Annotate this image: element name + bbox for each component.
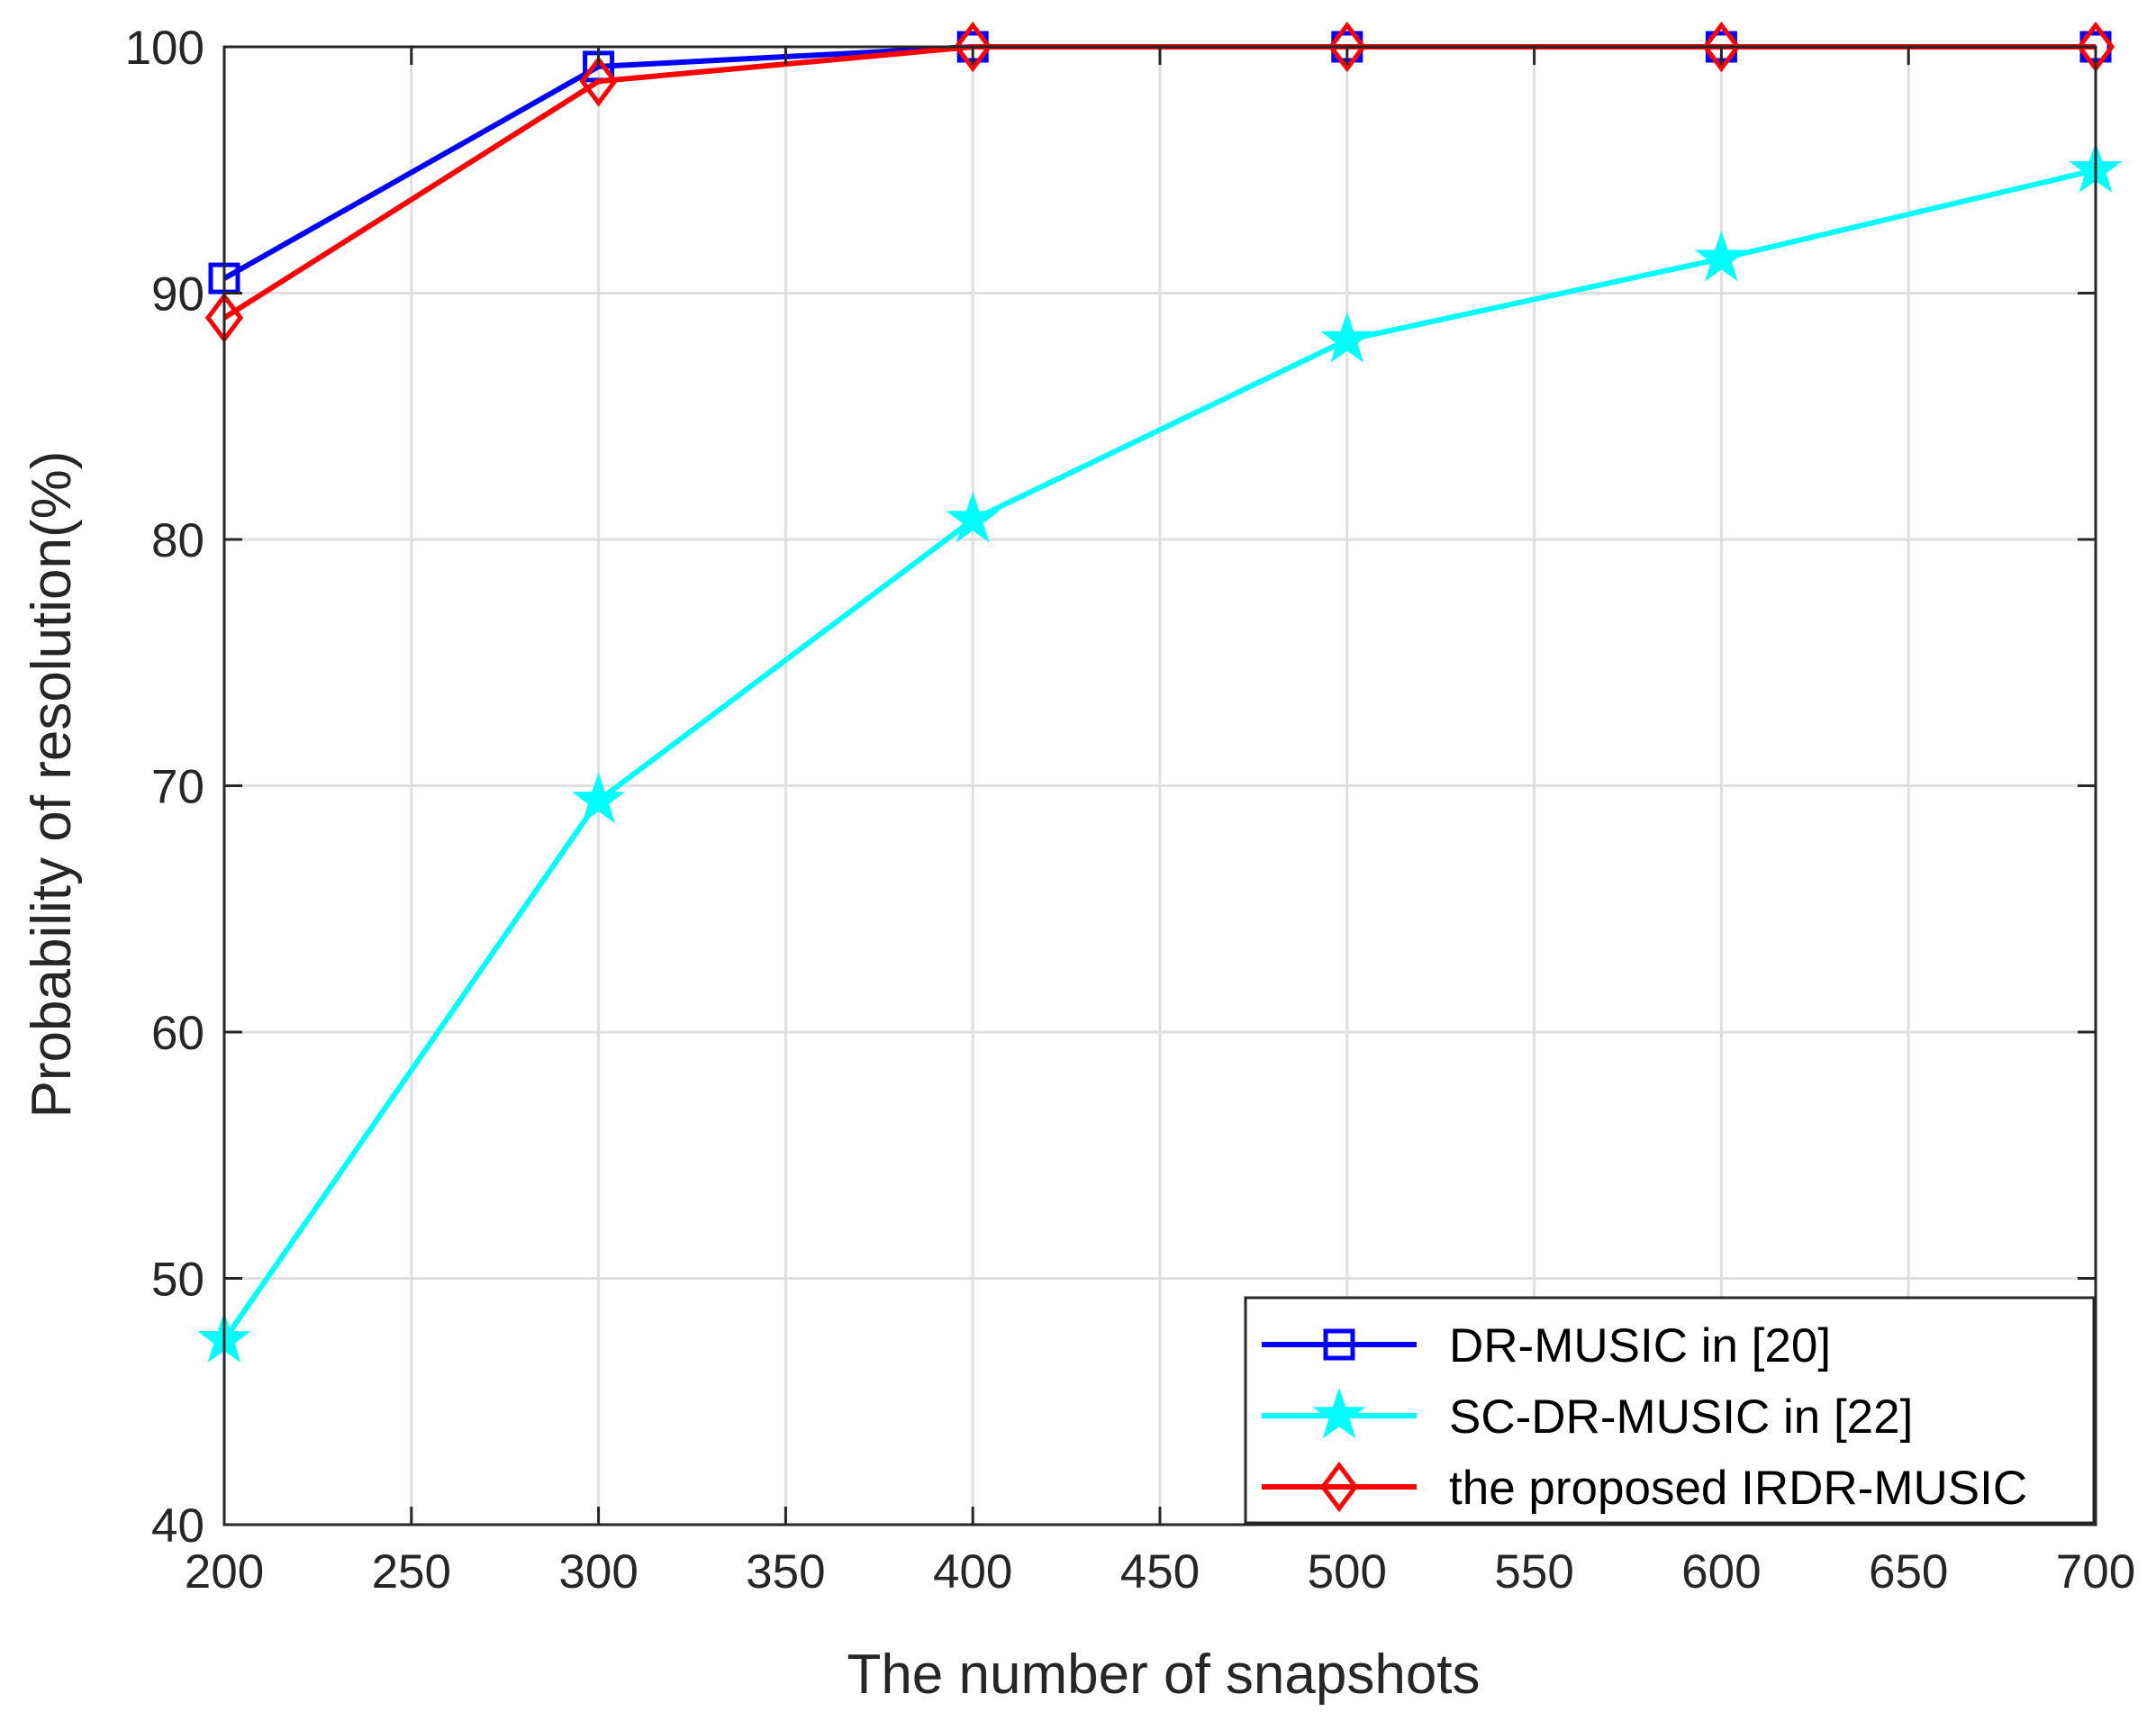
x-tick-label: 350 [746, 1545, 825, 1599]
tick-labels: 200 250 300 350 400 450 500 550 600 650 700 40 50 60 7… [125, 22, 2136, 1599]
data-point [1702, 21, 1741, 73]
x-tick-label: 200 [185, 1545, 264, 1599]
legend-marker [1323, 1328, 1355, 1361]
y-tick-label: 60 [151, 1007, 204, 1060]
y-tick-label: 50 [151, 1254, 204, 1307]
x-tick-label: 700 [2056, 1545, 2135, 1599]
data-point [1327, 21, 1366, 73]
x-tick-label: 250 [372, 1545, 451, 1599]
y-tick-label: 80 [151, 514, 204, 567]
y-tick-label: 40 [151, 1499, 204, 1553]
legend-marker [1312, 1387, 1366, 1439]
x-tick-label: 300 [558, 1545, 638, 1599]
legend-entry: DR-MUSIC in [20] [1262, 1319, 1831, 1372]
x-axis-title: The number of snapshots [847, 1644, 1480, 1706]
legend-marker [1319, 1461, 1359, 1513]
y-tick-label: 100 [125, 22, 204, 75]
legend-label: DR-MUSIC in [20] [1449, 1319, 1831, 1372]
data-point [572, 772, 626, 824]
series-line [222, 167, 2097, 1342]
data-point [1694, 231, 1748, 282]
x-tick-label: 550 [1494, 1545, 1573, 1599]
x-tick-label: 650 [1869, 1545, 1948, 1599]
data-point [946, 491, 1000, 543]
legend-label: SC-DR-MUSIC in [22] [1449, 1390, 1913, 1444]
x-tick-label: 600 [1681, 1545, 1761, 1599]
y-tick-label: 70 [151, 761, 204, 814]
y-tick-label: 90 [151, 268, 204, 322]
x-tick-label: 500 [1308, 1545, 1387, 1599]
x-tick-label: 400 [933, 1545, 1012, 1599]
data-point [579, 56, 618, 107]
x-tick-label: 450 [1120, 1545, 1200, 1599]
legend-entry: the proposed IRDR-MUSIC [1262, 1461, 2027, 1515]
data-point [954, 21, 992, 73]
data-point [1320, 312, 1374, 363]
y-axis-title: Probability of resolution(%) [21, 451, 83, 1119]
grid-lines [224, 47, 2096, 1525]
legend: DR-MUSIC in [20] SC-DR-MUSIC in [22] the p… [1244, 1296, 2096, 1525]
legend-entry: SC-DR-MUSIC in [22] [1262, 1387, 1913, 1444]
legend-label: the proposed IRDR-MUSIC [1449, 1462, 2027, 1515]
